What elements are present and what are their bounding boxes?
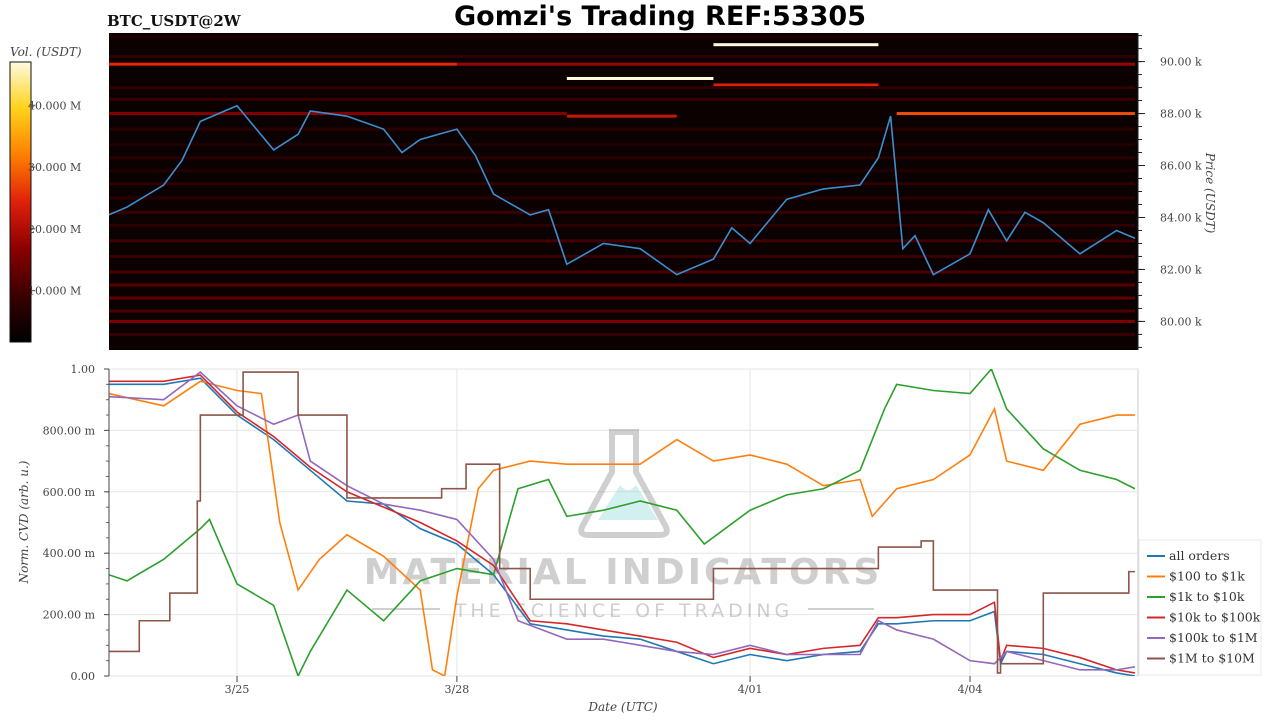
date-axis-label: Date (UTC) bbox=[587, 700, 657, 714]
date-tick-label: 3/25 bbox=[225, 683, 250, 696]
price-tick-label: 82.00 k bbox=[1160, 263, 1202, 276]
liquidity-band bbox=[109, 182, 1135, 186]
cvd-tick-label: 0.00 bbox=[71, 670, 96, 683]
liquidity-band bbox=[566, 76, 714, 80]
legend-entry: $100 to $1k bbox=[1169, 569, 1245, 584]
cvd-tick-label: 200.00 m bbox=[43, 609, 96, 622]
liquidity-band bbox=[109, 86, 1135, 90]
cvd-tick-label: 800.00 m bbox=[43, 424, 96, 437]
colorbar-tick-label: 30.000 M bbox=[28, 161, 81, 174]
liquidity-band bbox=[456, 62, 1135, 66]
liquidity-band bbox=[109, 283, 1135, 287]
date-tick-label: 4/04 bbox=[958, 683, 983, 696]
material-indicators-watermark: MATERIAL INDICATORS THE SCIENCE OF TRADI… bbox=[364, 429, 883, 622]
liquidity-band bbox=[109, 143, 1135, 147]
watermark-tagline: THE SCIENCE OF TRADING bbox=[454, 600, 794, 622]
colorbar bbox=[9, 61, 32, 343]
flask-logo-icon bbox=[578, 429, 670, 538]
price-axis-label: Price (USDT) bbox=[1203, 152, 1217, 234]
legend-entry: $1M to $10M bbox=[1169, 651, 1255, 666]
legend: all orders $100 to $1k $1k to $10k $10k to … bbox=[1138, 539, 1262, 676]
liquidity-band bbox=[109, 35, 1135, 39]
liquidity-band bbox=[109, 169, 1135, 173]
cvd-line bbox=[109, 371, 1135, 674]
liquidity-band bbox=[109, 296, 1135, 300]
colorbar-tick-label: 20.000 M bbox=[28, 223, 81, 236]
price-tick-label: 86.00 k bbox=[1160, 160, 1202, 173]
price-tick-label: 88.00 k bbox=[1160, 108, 1202, 121]
liquidity-band bbox=[109, 112, 567, 116]
liquidity-band bbox=[109, 319, 1135, 323]
liquidity-band bbox=[109, 254, 1135, 258]
colorbar-label: Vol. (USDT) bbox=[10, 45, 82, 59]
cvd-tick-label: 400.00 m bbox=[43, 547, 96, 560]
cvd-tick-label: 600.00 m bbox=[43, 486, 96, 499]
liquidity-band bbox=[109, 210, 1135, 214]
heatmap-subtitle: BTC_USDT@2W bbox=[107, 12, 242, 30]
liquidity-band bbox=[566, 114, 677, 118]
heatmap-background bbox=[109, 33, 1138, 350]
liquidity-band bbox=[896, 112, 1135, 116]
liquidity-band bbox=[109, 54, 1135, 58]
price-tick-label: 90.00 k bbox=[1160, 56, 1202, 69]
page-title: Gomzi's Trading REF:53305 bbox=[454, 1, 866, 32]
cvd-line bbox=[109, 374, 1136, 674]
colorbar-tick-label: 40.000 M bbox=[28, 99, 81, 112]
liquidity-band bbox=[109, 97, 1135, 101]
liquidity-band bbox=[109, 156, 1135, 160]
liquidity-band bbox=[713, 83, 879, 87]
liquidity-band bbox=[109, 127, 1135, 131]
price-tick-label: 80.00 k bbox=[1160, 315, 1202, 328]
legend-entry: $10k to $100k bbox=[1169, 610, 1261, 625]
liquidity-band bbox=[109, 309, 1135, 313]
liquidity-band bbox=[109, 239, 1135, 243]
price-tick-label: 84.00 k bbox=[1160, 211, 1202, 224]
legend-entry: $1k to $10k bbox=[1169, 589, 1245, 604]
liquidity-band bbox=[109, 196, 1135, 200]
liquidity-band bbox=[109, 223, 1135, 227]
cvd-line bbox=[109, 371, 1136, 671]
date-tick-label: 4/01 bbox=[738, 683, 763, 696]
liquidity-band bbox=[713, 43, 879, 47]
colorbar-tick-label: 10.000 M bbox=[28, 285, 81, 298]
watermark-brand: MATERIAL INDICATORS bbox=[364, 552, 883, 593]
cvd-line bbox=[109, 369, 1136, 676]
cvd-axis-label: Norm. CVD (arb. u.) bbox=[17, 460, 31, 584]
cvd-plot-area bbox=[108, 368, 1139, 677]
cvd-tick-label: 1.00 bbox=[71, 363, 96, 376]
price-line bbox=[109, 104, 1136, 276]
liquidity-band bbox=[109, 270, 1135, 274]
cvd-line bbox=[109, 380, 1135, 676]
legend-entry: $100k to $1M bbox=[1169, 630, 1258, 645]
liquidity-band bbox=[109, 332, 1135, 336]
legend-entry: all orders bbox=[1169, 548, 1230, 563]
liquidity-band bbox=[109, 62, 457, 66]
date-tick-label: 3/28 bbox=[445, 683, 470, 696]
